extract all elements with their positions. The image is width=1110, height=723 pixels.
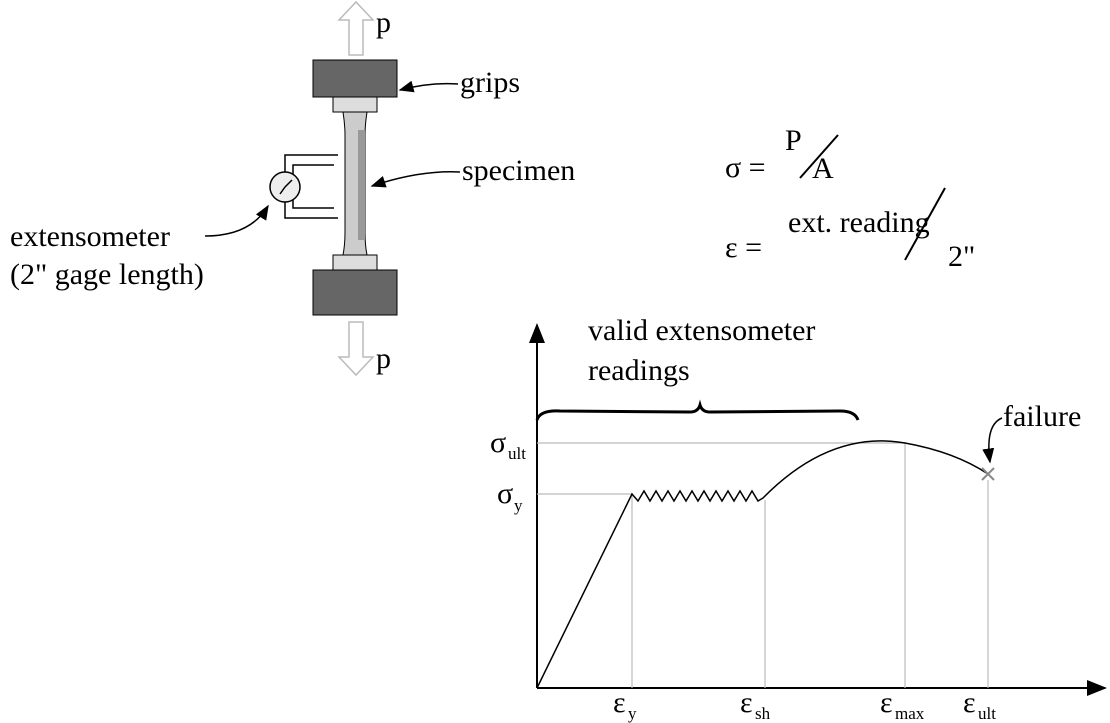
- specimen-label: specimen: [462, 154, 575, 187]
- x-subscript: ult: [978, 704, 996, 723]
- x-symbol: ε: [963, 686, 976, 719]
- load-arrow-bottom: [337, 321, 375, 377]
- extensometer-frame: [284, 154, 338, 219]
- fraction-slash: [799, 134, 839, 179]
- pointer: [982, 417, 1003, 464]
- x-symbol: ε: [740, 686, 753, 719]
- formula-denominator: 2": [948, 240, 975, 273]
- annotation: valid extensometer: [588, 314, 815, 347]
- load-arrow-top: [337, 0, 375, 56]
- x-subscript: sh: [755, 704, 771, 723]
- grip: [312, 59, 398, 98]
- annotation: readings: [588, 354, 690, 387]
- formula-lhs: ε =: [725, 231, 762, 264]
- pointer: [204, 204, 269, 237]
- stress-strain-curve: [536, 440, 989, 689]
- failure-mark: [981, 467, 995, 481]
- y-subscript: y: [514, 496, 523, 515]
- gauge-needle: [279, 179, 293, 195]
- formula-lhs: σ =: [725, 151, 766, 184]
- shoulder: [332, 96, 378, 113]
- formula-numerator: P: [785, 124, 802, 157]
- failure-label: failure: [1003, 400, 1081, 433]
- formula-denominator: A: [812, 152, 834, 185]
- specimen-shade: [358, 130, 365, 240]
- y-subscript: ult: [508, 444, 526, 463]
- shoulder: [332, 254, 378, 271]
- load-label: p: [376, 6, 391, 39]
- load-label: p: [376, 342, 391, 375]
- x-subscript: max: [895, 704, 925, 723]
- grip: [312, 269, 398, 316]
- y-symbol: σ: [490, 426, 506, 459]
- grips-label: grips: [460, 66, 520, 99]
- x-symbol: ε: [880, 686, 893, 719]
- extensometer-label: extensometer: [10, 220, 170, 253]
- y-symbol: σ: [497, 477, 513, 510]
- formula-numerator: ext. reading: [788, 206, 930, 239]
- pointer: [398, 80, 459, 93]
- gage-length-label: (2" gage length): [10, 258, 204, 291]
- x-symbol: ε: [613, 686, 626, 719]
- x-subscript: y: [628, 704, 637, 723]
- brace: [535, 399, 860, 421]
- pointer: [370, 171, 461, 188]
- fraction-slash: [904, 187, 946, 261]
